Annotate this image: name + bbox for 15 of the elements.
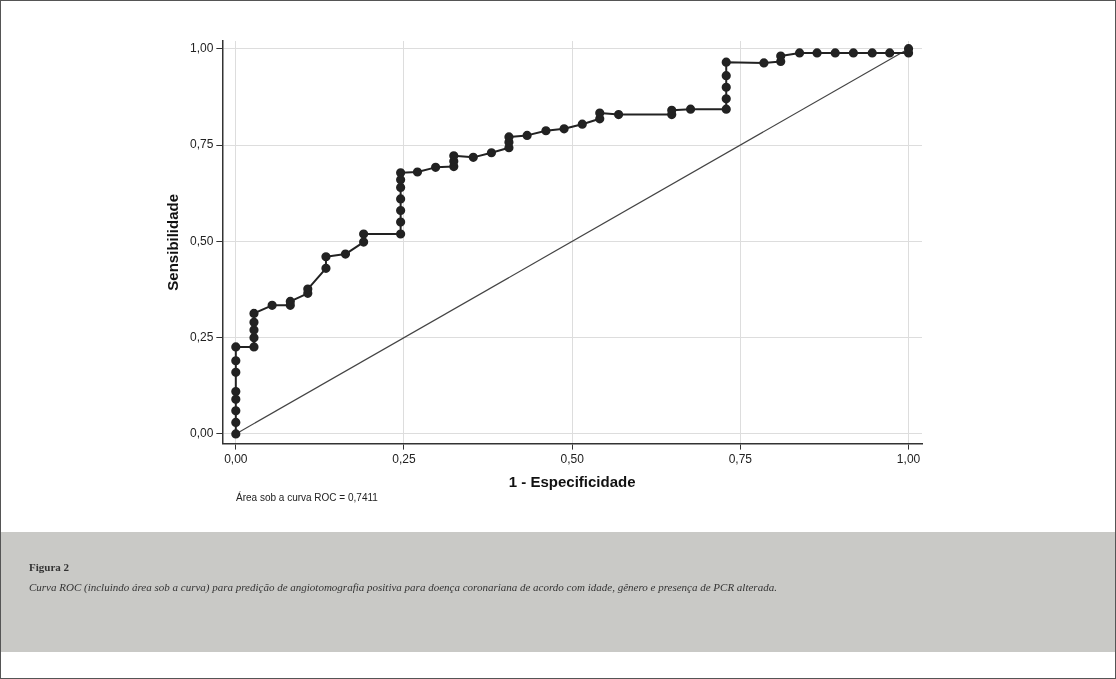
y-tick-label: 0,50 [190, 233, 214, 248]
x-tick-label: 0,25 [392, 452, 416, 467]
y-tick-label: 0,00 [190, 426, 214, 441]
x-tick-label: 1,00 [896, 452, 921, 467]
y-tick-label: 0,75 [190, 137, 214, 152]
y-axis-title: Sensibilidade [164, 193, 182, 291]
text: Curva ROC (incluindo área sob a curva) para predição de angiotomografia positiva para doença coronariana de acordo com idade, gênero e presença de PCR alterada. [29, 580, 778, 595]
text: Área sob a curva ROC = 0,7411 [236, 492, 378, 503]
y-tick-label: 1,00 [190, 41, 214, 56]
x-tick-label: 0,75 [728, 452, 753, 467]
text: Figura 2 [29, 561, 70, 573]
x-tick-label: 0,50 [560, 452, 585, 467]
x-tick-label: 0,00 [224, 452, 248, 467]
y-tick-label: 0,25 [190, 329, 214, 344]
x-axis-title: 1 - Especificidade [508, 473, 636, 491]
